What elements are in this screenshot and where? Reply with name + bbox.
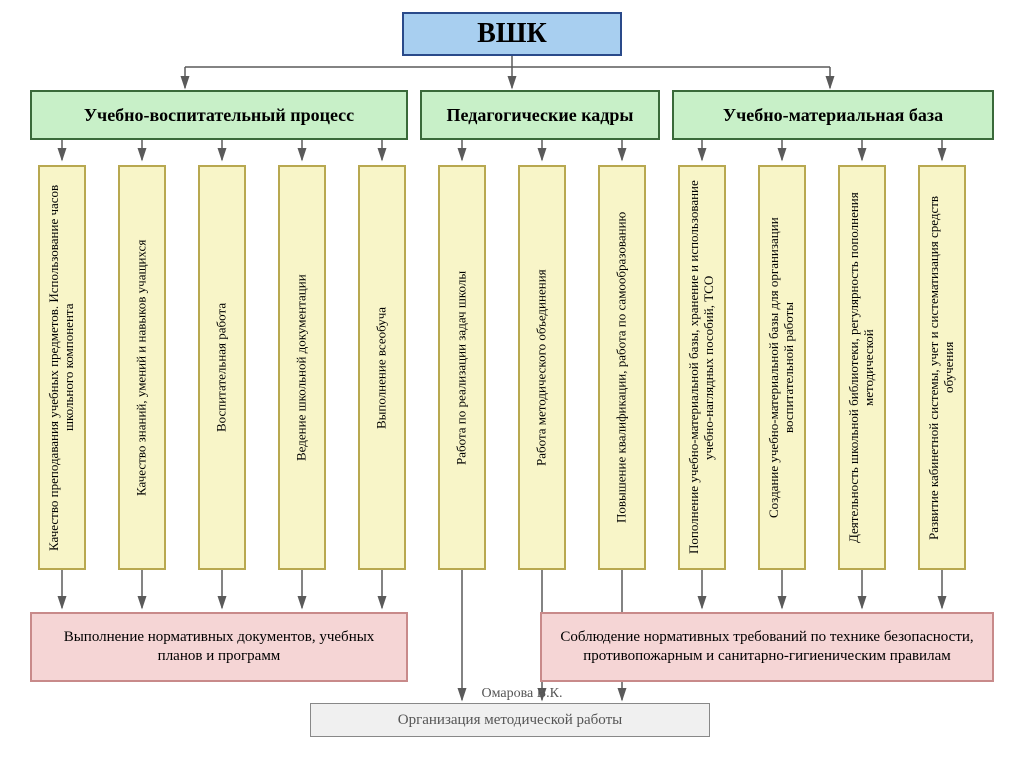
category-2: Педагогические кадры <box>420 90 660 140</box>
item-2: Качество знаний, умений и навыков учащих… <box>118 165 166 570</box>
item-label: Качество знаний, умений и навыков учащих… <box>135 239 150 495</box>
footer-label: Омарова В.К. <box>482 686 563 701</box>
outcome-right: Соблюдение нормативных требований по тех… <box>540 612 994 682</box>
item-5: Выполнение всеобуча <box>358 165 406 570</box>
root-label: ВШК <box>477 18 547 50</box>
item-8: Повышение квалификации, работа по самооб… <box>598 165 646 570</box>
item-7: Работа методического объединения <box>518 165 566 570</box>
outcome-label: Соблюдение нормативных требований по тех… <box>554 628 980 666</box>
diagram-canvas: ВШК Учебно-воспитательный процесс Педаго… <box>0 0 1024 767</box>
item-1: Качество преподавания учебных предметов.… <box>38 165 86 570</box>
item-label: Выполнение всеобуча <box>375 306 390 428</box>
category-label: Педагогические кадры <box>447 105 634 126</box>
root-node: ВШК <box>402 12 622 56</box>
item-label: Развитие кабинетной системы, учет и сист… <box>927 177 957 558</box>
item-4: Ведение школьной документации <box>278 165 326 570</box>
item-label: Качество преподавания учебных предметов.… <box>47 177 77 558</box>
item-10: Создание учебно-материальной базы для ор… <box>758 165 806 570</box>
category-label: Учебно-материальная база <box>723 105 943 126</box>
item-label: Создание учебно-материальной базы для ор… <box>767 177 797 558</box>
item-label: Повышение квалификации, работа по самооб… <box>615 212 630 523</box>
category-3: Учебно-материальная база <box>672 90 994 140</box>
item-label: Деятельность школьной библиотеки, регуля… <box>847 177 877 558</box>
footer-author: Омарова В.К. <box>452 686 592 702</box>
item-11: Деятельность школьной библиотеки, регуля… <box>838 165 886 570</box>
item-label: Пополнение учебно-материальной базы, хра… <box>687 177 717 558</box>
item-12: Развитие кабинетной системы, учет и сист… <box>918 165 966 570</box>
item-label: Работа методического объединения <box>535 269 550 466</box>
outcome-label: Выполнение нормативных документов, учебн… <box>44 628 394 666</box>
item-6: Работа по реализации задач школы <box>438 165 486 570</box>
item-3: Воспитательная работа <box>198 165 246 570</box>
bottom-label: Организация методической работы <box>398 712 622 729</box>
item-9: Пополнение учебно-материальной базы, хра… <box>678 165 726 570</box>
outcome-left: Выполнение нормативных документов, учебн… <box>30 612 408 682</box>
bottom-node: Организация методической работы <box>310 703 710 737</box>
item-label: Воспитательная работа <box>215 303 230 432</box>
item-label: Ведение школьной документации <box>295 274 310 461</box>
item-label: Работа по реализации задач школы <box>455 270 470 464</box>
category-1: Учебно-воспитательный процесс <box>30 90 408 140</box>
category-label: Учебно-воспитательный процесс <box>84 105 354 126</box>
